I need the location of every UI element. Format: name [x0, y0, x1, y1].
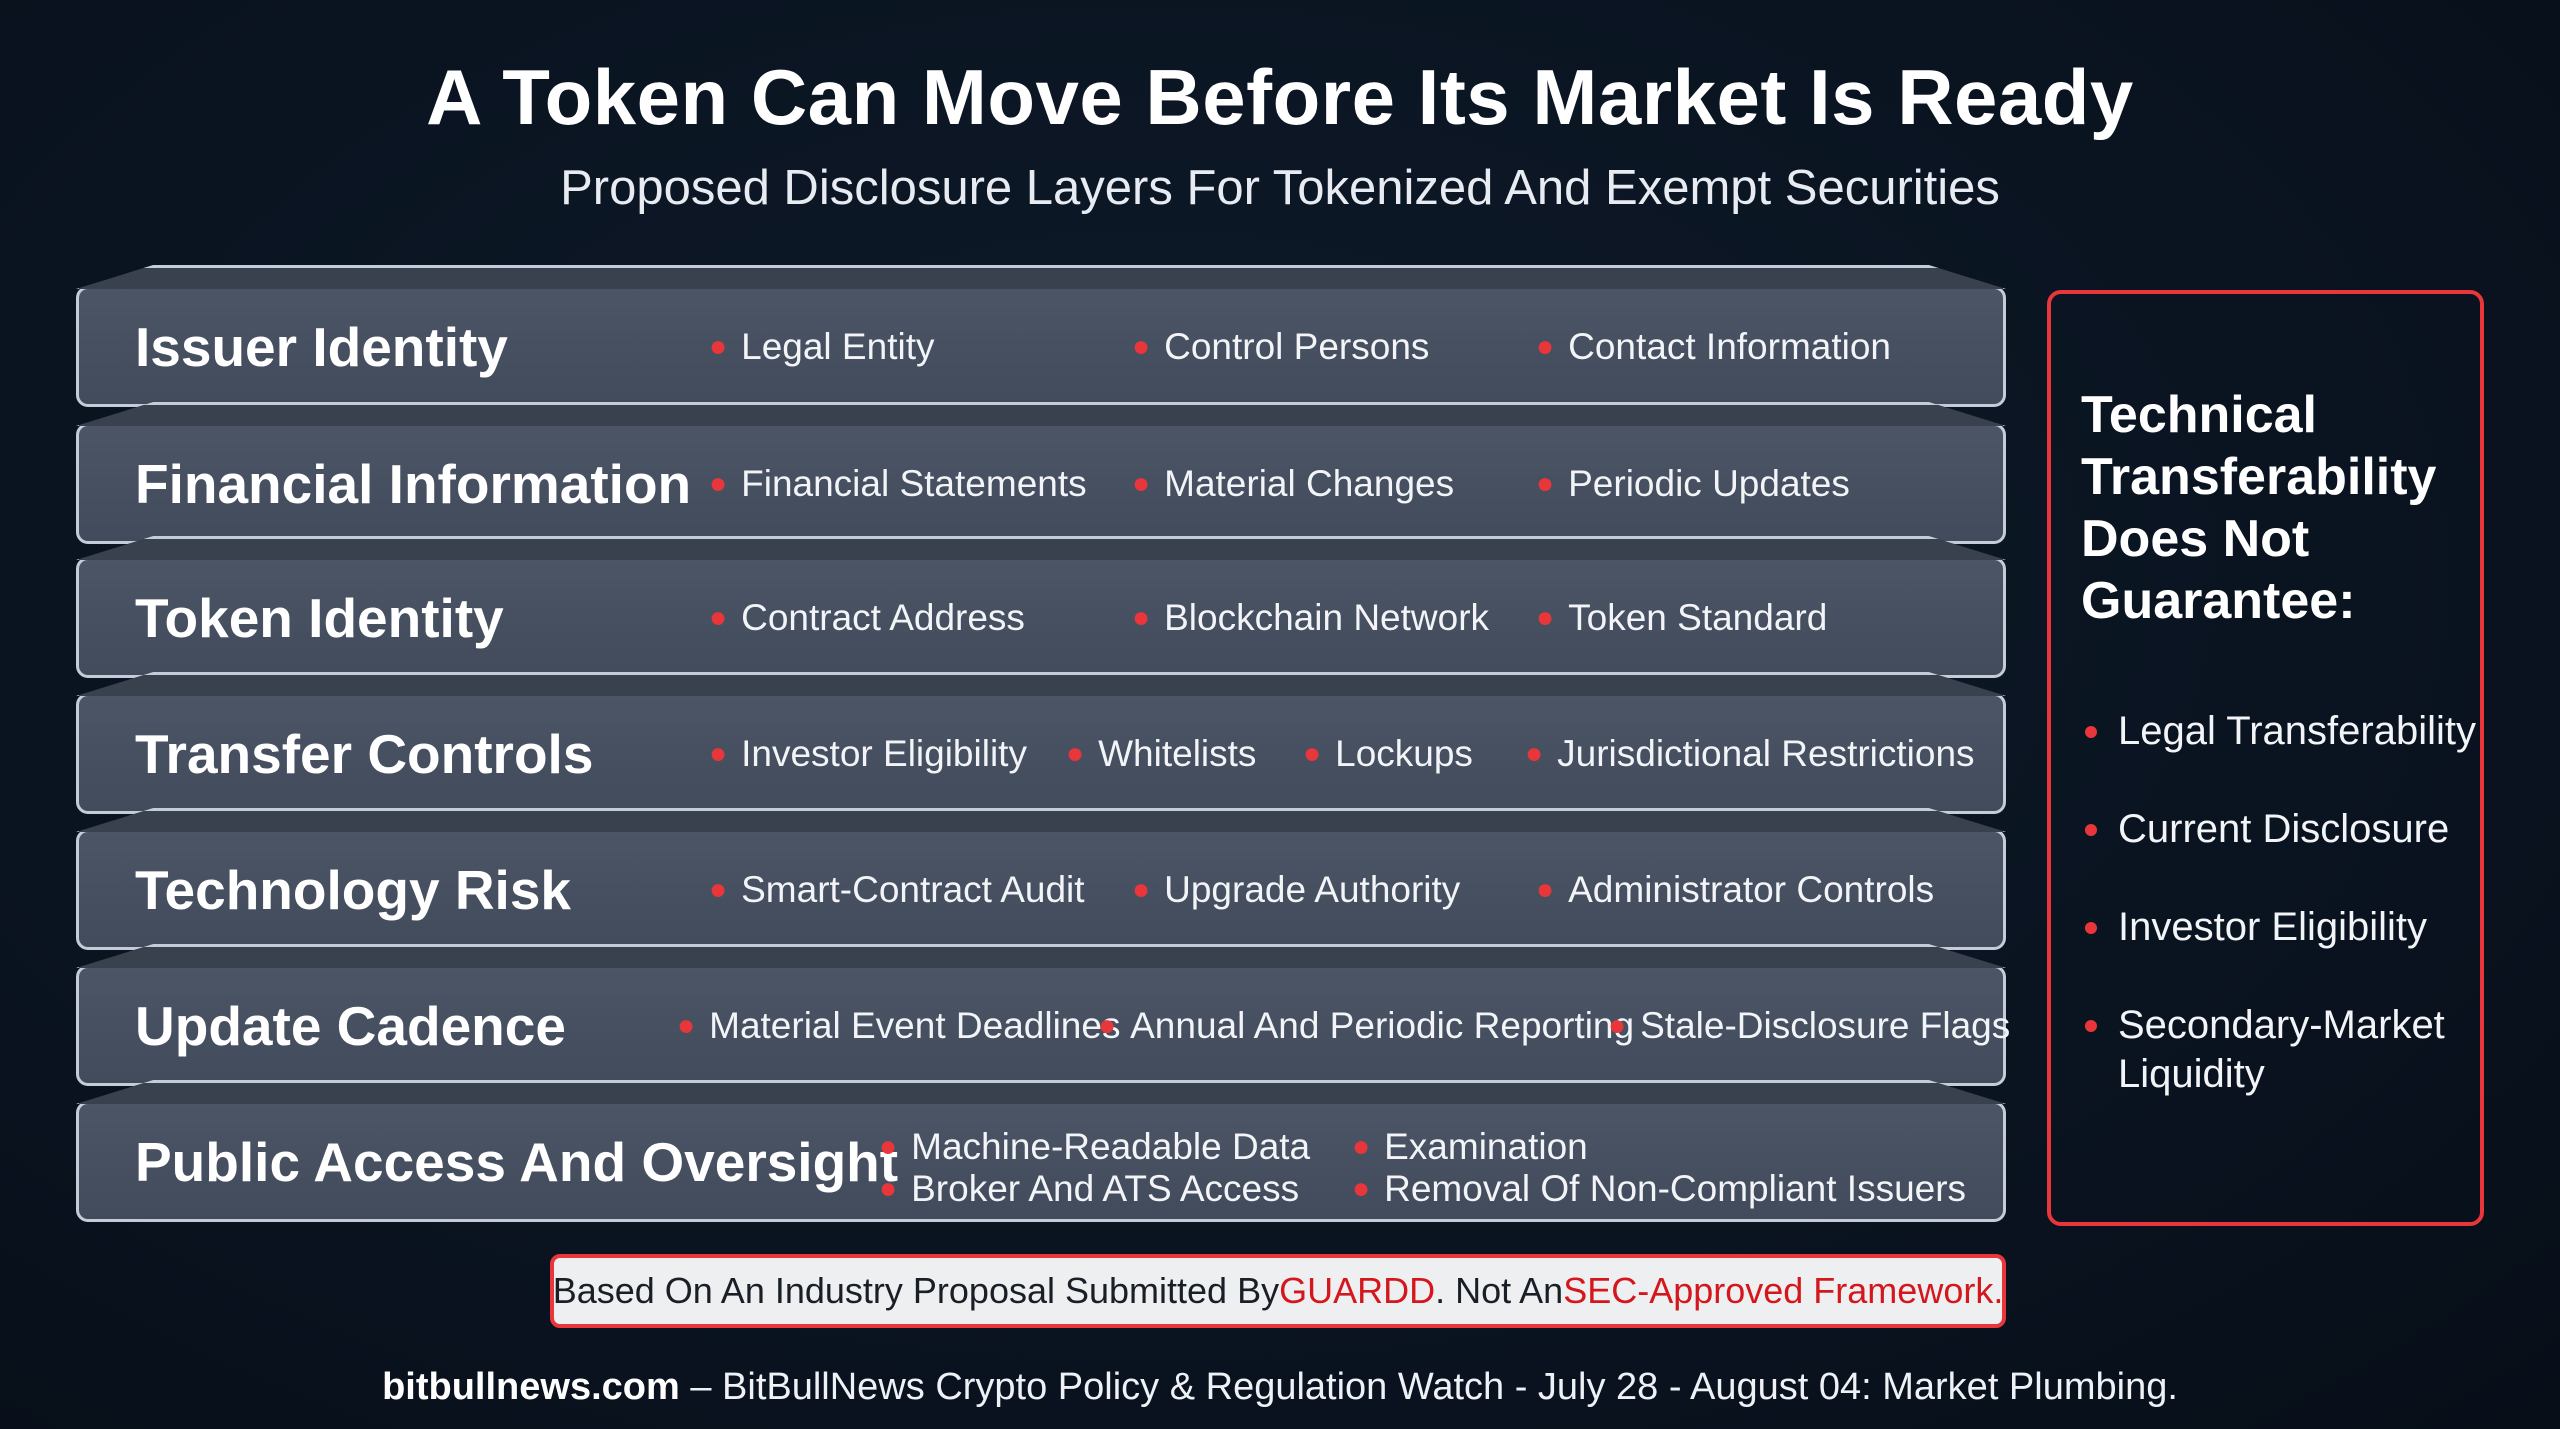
layer-title: Public Access And Oversight — [135, 1130, 899, 1193]
layer-item: ● Examination — [1352, 1126, 1588, 1167]
guarantee-side-panel: Technical Transferability Does Not Guara… — [2047, 290, 2484, 1226]
footer-site-link[interactable]: bitbullnews.com — [382, 1366, 680, 1408]
layer-item: ● Contract Address — [709, 596, 1025, 638]
bullet-icon: ● — [879, 1130, 898, 1163]
bullet-icon — [2085, 922, 2097, 934]
note-highlight: GUARDD — [1279, 1270, 1436, 1311]
side-panel-heading: Technical Transferability Does Not Guara… — [2081, 386, 2437, 630]
layer-item: ● Legal Entity — [709, 325, 935, 367]
layer-item: ● Control Persons — [1132, 325, 1430, 367]
bullet-icon: ● — [1132, 872, 1151, 906]
bullet-icon — [2085, 1020, 2097, 1032]
layer-update-cadence: Update Cadence ● Material Event Deadlines… — [76, 965, 2010, 1086]
layer-item: ● Stale-Disclosure Flags — [1608, 1004, 2011, 1046]
layer-token-identity: Token Identity ● Contract Address ● Blockc… — [76, 557, 2006, 678]
layer-issuer-identity: Issuer Identity ● Legal Entity ● Control P… — [76, 286, 2006, 407]
layer-item: ● Broker And ATS Access — [879, 1168, 1300, 1209]
layer-item: ● Annual And Periodic Reporting — [1098, 1004, 1635, 1046]
bullet-icon: ● — [709, 329, 728, 363]
footer-credit: bitbullnews.com – BitBullNews Crypto Pol… — [382, 1366, 2178, 1408]
layer-item: ● Smart-Contract Audit — [709, 868, 1085, 910]
bullet-icon: ● — [1536, 872, 1555, 906]
bullet-icon: ● — [1132, 466, 1151, 500]
layer-financial-information: Financial Information ● Financial Stateme… — [76, 423, 2006, 544]
layer-item: ● Lockups — [1303, 732, 1473, 774]
bullet-icon — [2085, 824, 2097, 836]
bullet-icon: ● — [709, 736, 728, 770]
side-panel-item: Investor Eligibility — [2081, 903, 2486, 952]
layer-item: ● Machine-Readable Data — [879, 1126, 1311, 1167]
disclaimer-note: Based On An Industry Proposal Submitted … — [550, 1254, 2006, 1328]
page-subtitle: Proposed Disclosure Layers For Tokenized… — [560, 161, 2000, 215]
layer-public-access-and-oversight: Public Access And Oversight ● Machine-Rea… — [76, 1101, 2006, 1222]
layer-title: Token Identity — [135, 586, 504, 649]
layer-item: ● Blockchain Network — [1132, 596, 1490, 638]
layer-item: ● Administrator Controls — [1536, 868, 1935, 910]
bullet-icon: ● — [1098, 1008, 1117, 1042]
side-panel-item: Current Disclosure — [2081, 805, 2486, 854]
bullet-icon: ● — [1608, 1008, 1627, 1042]
layer-item: ● Periodic Updates — [1536, 462, 1850, 504]
side-panel-item: Legal Transferability — [2081, 707, 2486, 756]
bullet-icon: ● — [1132, 600, 1151, 634]
bullet-icon: ● — [677, 1008, 696, 1042]
bullet-icon: ● — [1352, 1172, 1371, 1205]
bullet-icon: ● — [1536, 329, 1555, 363]
bullet-icon: ● — [1536, 600, 1555, 634]
layer-item: ● Removal Of Non-Compliant Issuers — [1352, 1168, 1967, 1209]
layer-item: ● Financial Statements — [709, 462, 1087, 504]
layer-title: Technology Risk — [135, 858, 571, 921]
bullet-icon: ● — [879, 1172, 898, 1205]
layer-technology-risk: Technology Risk ● Smart-Contract Audit ● U… — [76, 829, 2006, 950]
bullet-icon: ● — [709, 600, 728, 634]
layer-item: ● Contact Information — [1536, 325, 1892, 367]
layer-title: Transfer Controls — [135, 722, 594, 785]
layer-item: ● Material Changes — [1132, 462, 1455, 504]
layer-item: ● Upgrade Authority — [1132, 868, 1461, 910]
note-highlight: SEC-Approved Framework. — [1563, 1270, 2004, 1311]
layer-item: ● Investor Eligibility — [709, 732, 1027, 774]
page-title: A Token Can Move Before Its Market Is Re… — [426, 53, 2134, 141]
bullet-icon: ● — [1303, 736, 1322, 770]
bullet-icon: ● — [709, 872, 728, 906]
layer-item: ● Whitelists — [1066, 732, 1257, 774]
bullet-icon: ● — [1352, 1130, 1371, 1163]
layer-title: Financial Information — [135, 452, 692, 515]
layer-item: ● Jurisdictional Restrictions — [1525, 732, 1975, 774]
layer-transfer-controls: Transfer Controls ● Investor Eligibility … — [76, 693, 2006, 814]
bullet-icon: ● — [709, 466, 728, 500]
bullet-icon: ● — [1066, 736, 1085, 770]
side-panel-item: Secondary-Market Liquidity — [2081, 1001, 2486, 1099]
layer-title: Update Cadence — [135, 994, 566, 1057]
bullet-icon — [2085, 726, 2097, 738]
bullet-icon: ● — [1132, 329, 1151, 363]
layer-title: Issuer Identity — [135, 315, 508, 378]
bullet-icon: ● — [1525, 736, 1544, 770]
bullet-icon: ● — [1536, 466, 1555, 500]
layer-item: ● Material Event Deadlines — [677, 1004, 1121, 1046]
layer-item: ● Token Standard — [1536, 596, 1828, 638]
